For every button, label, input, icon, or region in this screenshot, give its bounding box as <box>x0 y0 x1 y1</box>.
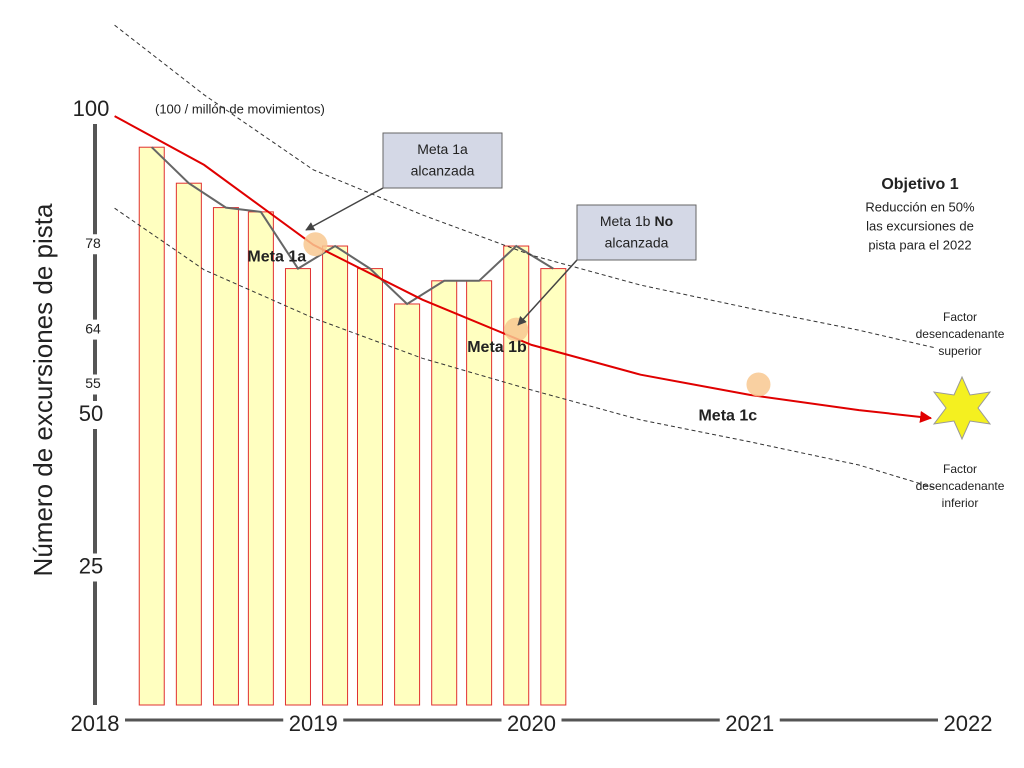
objective-line: Reducción en 50% <box>865 199 975 214</box>
callout-text-part: Meta 1b <box>600 213 651 229</box>
bar <box>540 268 567 706</box>
y-tick-label: 50 <box>79 401 103 426</box>
objective-line: las excursiones de <box>866 218 974 233</box>
trigger-label: Factor <box>943 462 977 476</box>
bar <box>431 280 458 706</box>
callout-arrow <box>517 259 578 326</box>
trigger-label: desencadenante <box>916 327 1005 341</box>
goal-marker <box>303 232 328 257</box>
x-tick-label: 2020 <box>507 711 556 736</box>
y-axis-title: Número de excursiones de pista <box>28 203 58 576</box>
y-minor-tick-label: 64 <box>85 320 101 336</box>
trigger-label: desencadenante <box>916 479 1005 493</box>
callout-box <box>576 204 697 261</box>
trend-line <box>114 115 933 423</box>
callout-text: alcanzada <box>605 235 669 251</box>
callout-text: Meta 1b No <box>600 213 673 229</box>
trigger-label: Factor <box>943 310 977 324</box>
bar <box>356 268 383 706</box>
bar <box>503 245 530 706</box>
callout-arrow <box>305 187 384 231</box>
actual-line <box>151 146 554 306</box>
bar <box>247 211 274 706</box>
upper-trigger-line <box>114 24 936 349</box>
goal-label: Meta 1b <box>467 339 527 356</box>
goal-label: Meta 1c <box>698 408 757 425</box>
bar <box>322 245 349 706</box>
x-tick-label: 2021 <box>725 711 774 736</box>
x-tick-label: 2018 <box>71 711 120 736</box>
bar <box>212 207 239 706</box>
trigger-label: inferior <box>942 496 979 510</box>
objective-line: pista para el 2022 <box>868 237 971 252</box>
bar <box>175 182 202 706</box>
bar <box>284 268 311 706</box>
target-star <box>932 375 992 441</box>
y-minor-tick-label: 55 <box>85 375 101 391</box>
goal-marker <box>746 372 771 397</box>
y-tick-label: 25 <box>79 553 103 578</box>
callout-text: alcanzada <box>411 163 475 179</box>
goal-label: Meta 1a <box>247 248 306 265</box>
y-tick-label: 100 <box>73 96 110 121</box>
bar <box>394 303 421 706</box>
callout-box <box>382 132 503 189</box>
x-tick-label: 2022 <box>944 711 993 736</box>
callout-text-part: Meta 1a <box>417 141 468 157</box>
x-tick-label: 2019 <box>289 711 338 736</box>
lower-trigger-line <box>114 207 936 489</box>
objective-title: Objetivo 1 <box>881 176 958 193</box>
callout-bold: No <box>654 213 673 229</box>
trigger-label: superior <box>938 344 981 358</box>
y-minor-tick-label: 78 <box>85 235 101 251</box>
callout-text: Meta 1a <box>417 141 468 157</box>
bar <box>138 146 165 706</box>
unit-note: (100 / millón de movimientos) <box>155 101 325 116</box>
